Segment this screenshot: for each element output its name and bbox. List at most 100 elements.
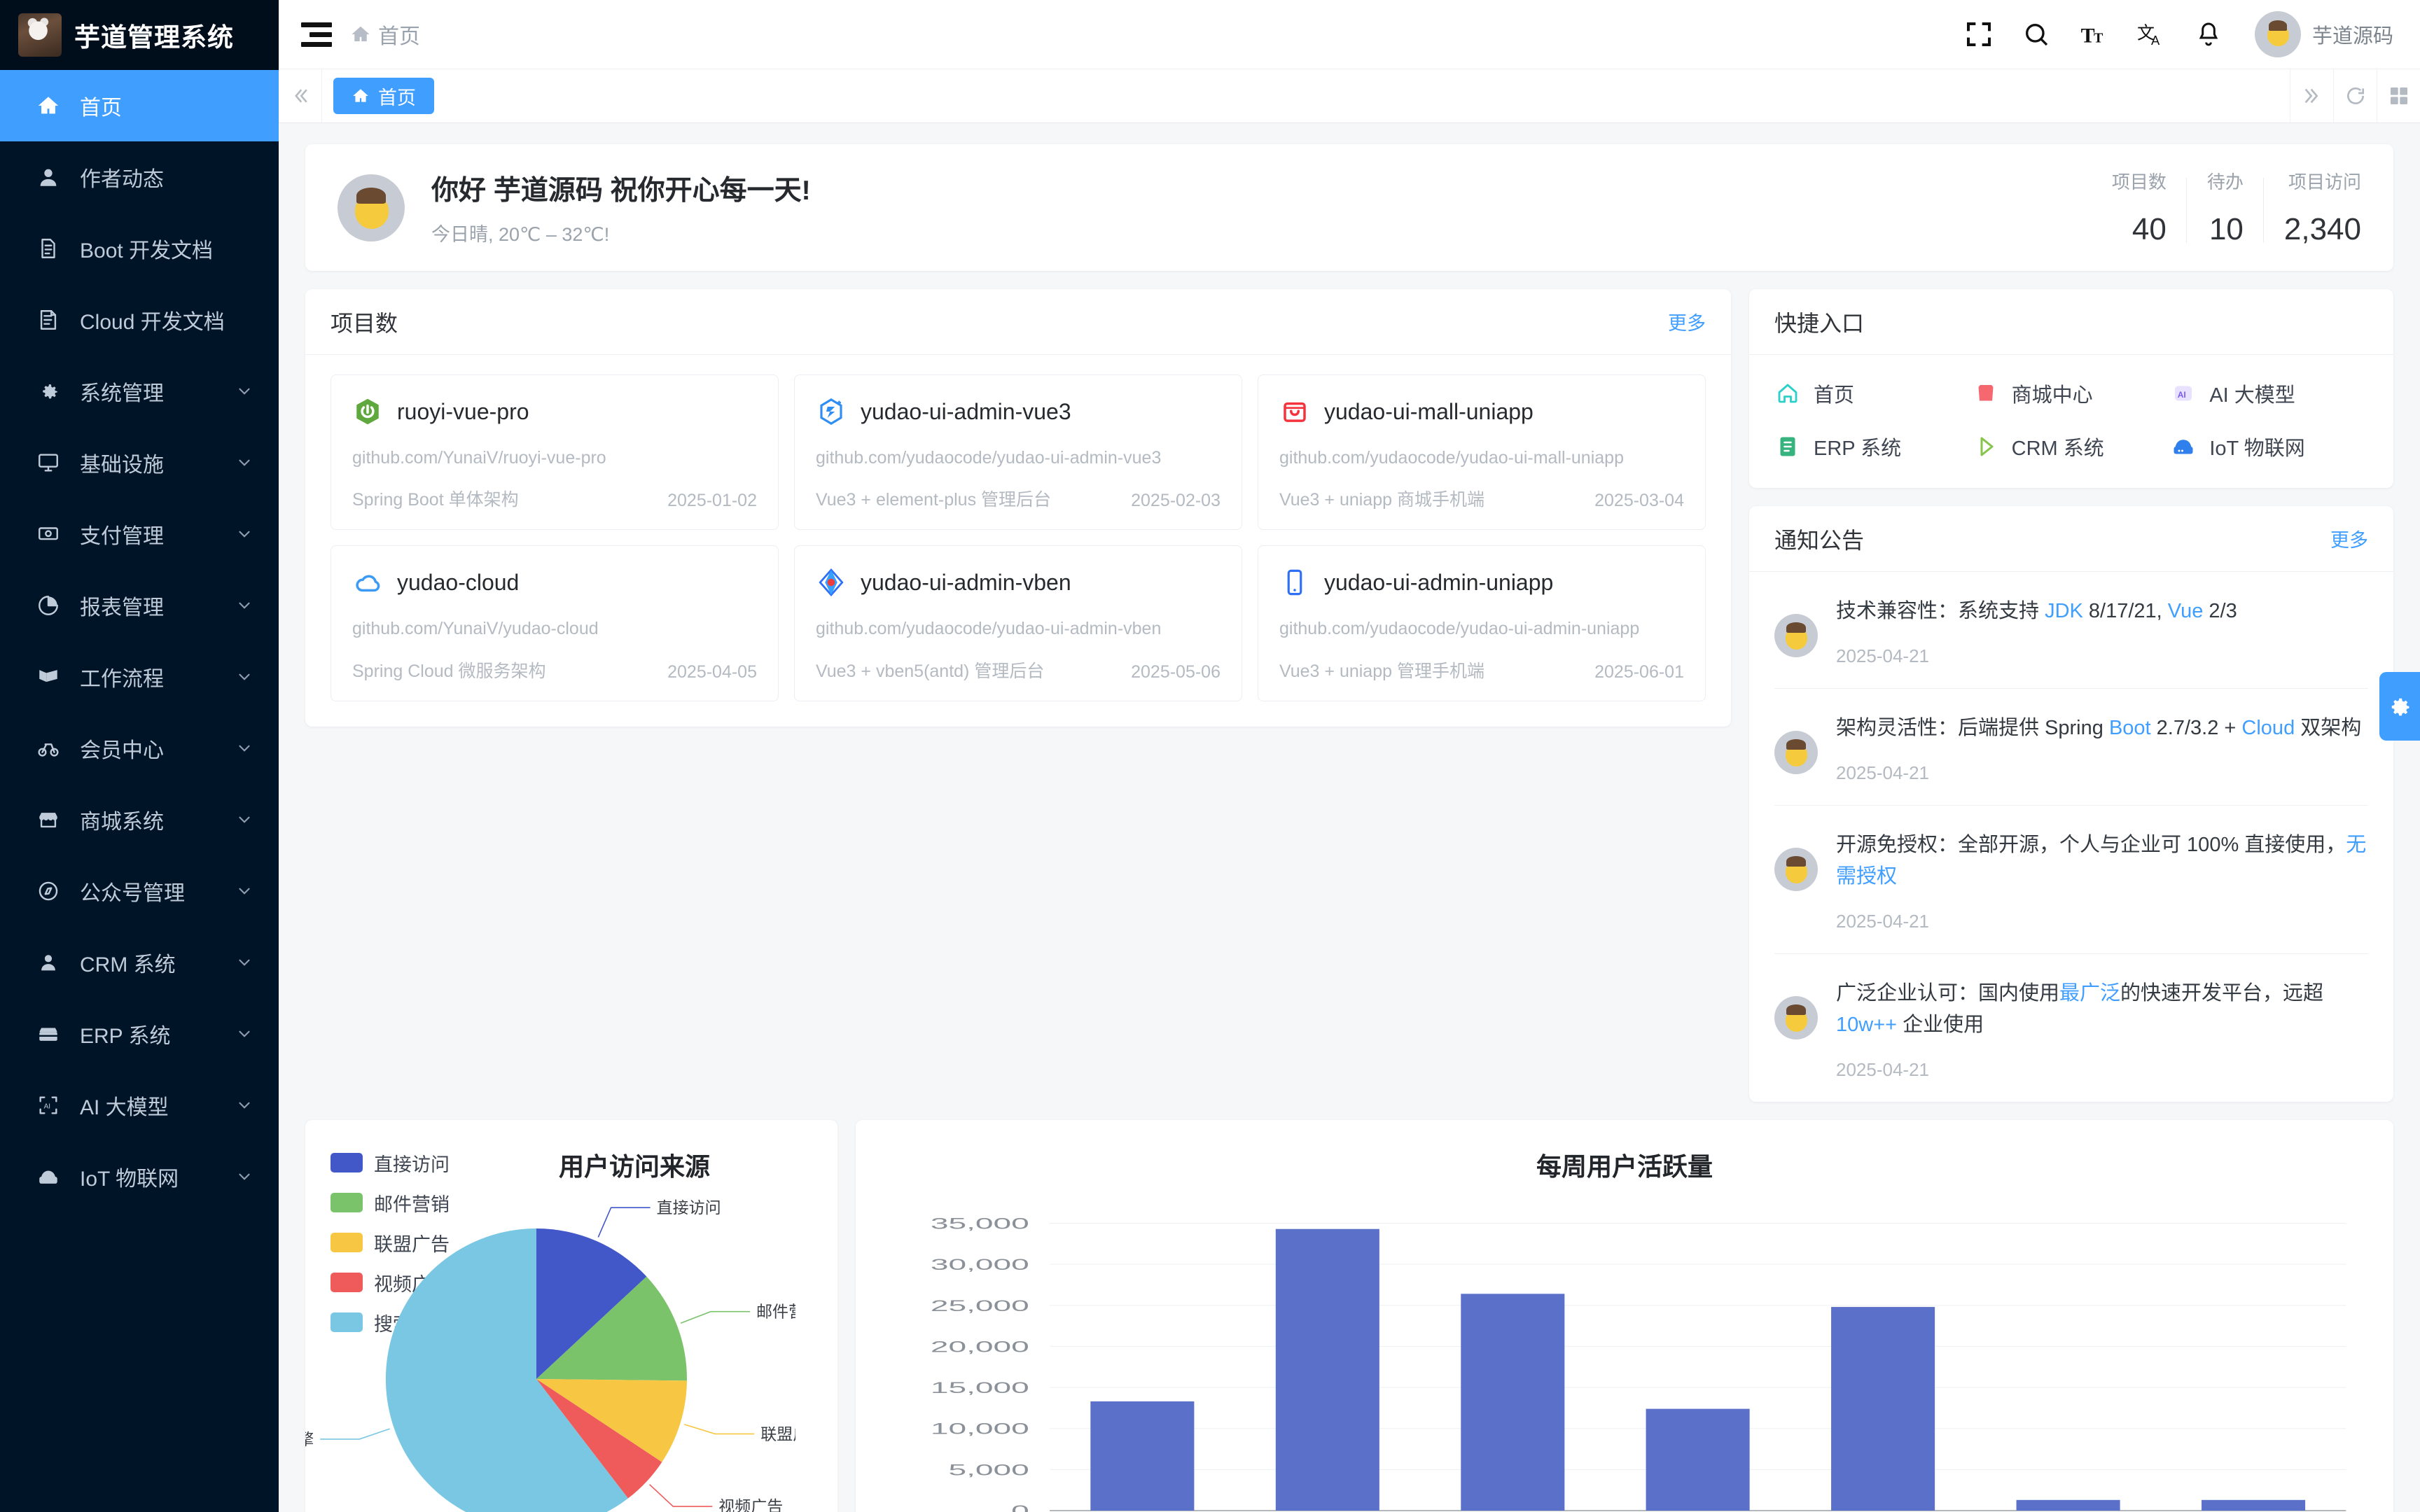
project-card-5[interactable]: yudao-ui-admin-uniapp github.com/yudaoco… [1258,545,1706,701]
pie-chart-title: 用户访问来源 [558,1152,710,1181]
project-desc: Vue3 + uniapp 商城手机端 [1279,490,1484,510]
sidebar-item-10[interactable]: 商城系统 [0,784,279,855]
money-icon [35,521,62,547]
sidebar-item-label: 系统管理 [80,382,164,405]
legend-label: 联盟广告 [374,1233,450,1255]
sidebar-logo[interactable]: 芋道管理系统 [0,0,279,70]
grid-icon[interactable] [2377,69,2420,122]
tab-label: 首页 [378,87,416,108]
notice-text: 开源免授权：全部开源，个人与企业可 100% 直接使用，无需授权 [1836,833,2367,888]
project-card-1[interactable]: yudao-ui-admin-vue3 github.com/yudaocode… [794,374,1242,531]
svg-text:30,000: 30,000 [931,1256,1029,1273]
sidebar-item-0[interactable]: 首页 [0,70,279,141]
sidebar-item-6[interactable]: 支付管理 [0,498,279,570]
notice-item-0[interactable]: 技术兼容性：系统支持 JDK 8/17/21, Vue 2/3 2025-04-… [1774,572,2368,689]
quick-entry-label: 商城中心 [2011,384,2093,407]
chevron-down-icon[interactable] [235,739,253,757]
svg-text:25,000: 25,000 [931,1296,1029,1314]
svg-text:T: T [2094,31,2103,46]
sidebar-item-label: 会员中心 [80,739,164,762]
chevron-down-icon[interactable] [235,382,253,400]
chevron-down-icon[interactable] [235,1168,253,1186]
quick-entry-5[interactable]: IoT 物联网 [2170,432,2368,461]
sidebar-item-1[interactable]: 作者动态 [0,141,279,213]
settings-gear-button[interactable] [2379,672,2420,741]
sidebar-item-3[interactable]: Cloud 开发文档 [0,284,279,356]
project-card-0[interactable]: ruoyi-vue-pro github.com/YunaiV/ruoyi-vu… [331,374,779,531]
tab-0[interactable]: 首页 [333,78,434,114]
quick-entry-0[interactable]: 首页 [1774,379,1973,408]
quick-entry-2[interactable]: AI AI 大模型 [2170,379,2368,408]
pie-legend-item-2[interactable]: 联盟广告 [331,1229,450,1256]
quick-entry-4[interactable]: CRM 系统 [1973,432,2171,461]
chevron-down-icon[interactable] [235,454,253,472]
hero-stat-label: 项目访问 [2288,172,2361,192]
refresh-icon[interactable] [2333,69,2377,122]
search-icon[interactable] [2017,15,2056,54]
sidebar-item-8[interactable]: 工作流程 [0,641,279,713]
projects-more-link[interactable]: 更多 [1668,313,1706,334]
sidebar-item-2[interactable]: Boot 开发文档 [0,213,279,284]
quick-entry-label: 首页 [1814,384,1855,407]
svg-text:视频广告: 视频广告 [718,1497,783,1512]
notice-item-2[interactable]: 开源免授权：全部开源，个人与企业可 100% 直接使用，无需授权 2025-04… [1774,806,2368,954]
bell-icon[interactable] [2189,15,2228,54]
chevron-down-icon[interactable] [235,668,253,686]
notice-panel: 通知公告 更多 技术兼容性：系统支持 JDK 8/17/21, Vue 2/3 … [1749,506,2393,1102]
quick-entry-label: IoT 物联网 [2209,438,2305,460]
chevron-down-icon[interactable] [235,953,253,972]
sidebar-item-5[interactable]: 基础设施 [0,427,279,498]
chevron-down-icon[interactable] [235,525,253,543]
pie-chart-card: 用户访问来源 直接访问 邮件营销 联盟广告 视频广告 搜索引擎 直接访问邮件营销… [305,1119,837,1512]
sidebar-item-7[interactable]: 报表管理 [0,570,279,641]
user-menu[interactable]: 芋道源码 [2254,11,2393,57]
chevron-down-icon[interactable] [235,882,253,900]
sidebar-item-label: 首页 [80,97,122,120]
notice-more-link[interactable]: 更多 [2330,530,2368,551]
chevron-down-icon[interactable] [235,1096,253,1114]
sidebar-item-14[interactable]: AI AI 大模型 [0,1070,279,1141]
sidebar-item-15[interactable]: IoT 物联网 [0,1141,279,1212]
sidebar-item-11[interactable]: 公众号管理 [0,855,279,927]
notice-item-1[interactable]: 架构灵活性：后端提供 Spring Boot 2.7/3.2 + Cloud 双… [1774,689,2368,806]
legend-label: 直接访问 [374,1154,450,1175]
hero-stats: 项目数 40 待办 10 项目访问 2,340 [2071,168,2361,247]
notice-title: 通知公告 [1774,527,1865,553]
hero-stat-label: 项目数 [2111,172,2167,192]
hero-stat-1: 待办 10 [2167,168,2244,247]
chevron-down-icon[interactable] [235,1025,253,1043]
sidebar-item-12[interactable]: CRM 系统 [0,927,279,998]
tab-scroll-left-button[interactable] [279,69,322,122]
sidebar-item-4[interactable]: 系统管理 [0,356,279,427]
tab-controls [2290,69,2420,122]
sidebar-item-label: 支付管理 [80,525,164,548]
chevron-down-icon[interactable] [235,811,253,829]
legend-swatch [331,1193,363,1213]
tab-scroll-right-button[interactable] [2290,69,2333,122]
project-url: github.com/yudaocode/yudao-ui-mall-uniap… [1279,448,1624,468]
hamburger-icon[interactable] [301,19,332,50]
quick-entry-3[interactable]: ERP 系统 [1774,432,1973,461]
notice-date: 2025-04-21 [1836,762,1929,783]
chevron-down-icon[interactable] [235,596,253,615]
sidebar-item-9[interactable]: 会员中心 [0,713,279,784]
svg-text:15,000: 15,000 [931,1379,1029,1396]
project-card-4[interactable]: yudao-ui-admin-vben github.com/yudaocode… [794,545,1242,701]
quick-entry-1[interactable]: 商城中心 [1973,379,2171,408]
projects-title: 项目数 [331,310,398,336]
project-card-3[interactable]: yudao-cloud github.com/YunaiV/yudao-clou… [331,545,779,701]
sidebar-item-13[interactable]: ERP 系统 [0,998,279,1070]
quick-entry-label: ERP 系统 [1814,438,1902,460]
project-desc: Spring Boot 单体架构 [352,490,519,510]
notice-item-3[interactable]: 广泛企业认可：国内使用最广泛的快速开发平台，远超 10w++ 企业使用 2025… [1774,954,2368,1102]
spring-boot-icon [352,396,383,427]
project-desc: Spring Cloud 微服务架构 [352,661,546,681]
sidebar-item-label: CRM 系统 [80,953,176,976]
pie-legend-item-0[interactable]: 直接访问 [331,1149,450,1177]
fullscreen-icon[interactable] [1959,15,1998,54]
project-card-2[interactable]: yudao-ui-mall-uniapp github.com/yudaocod… [1258,374,1706,531]
pie-legend-item-1[interactable]: 邮件营销 [331,1189,450,1217]
